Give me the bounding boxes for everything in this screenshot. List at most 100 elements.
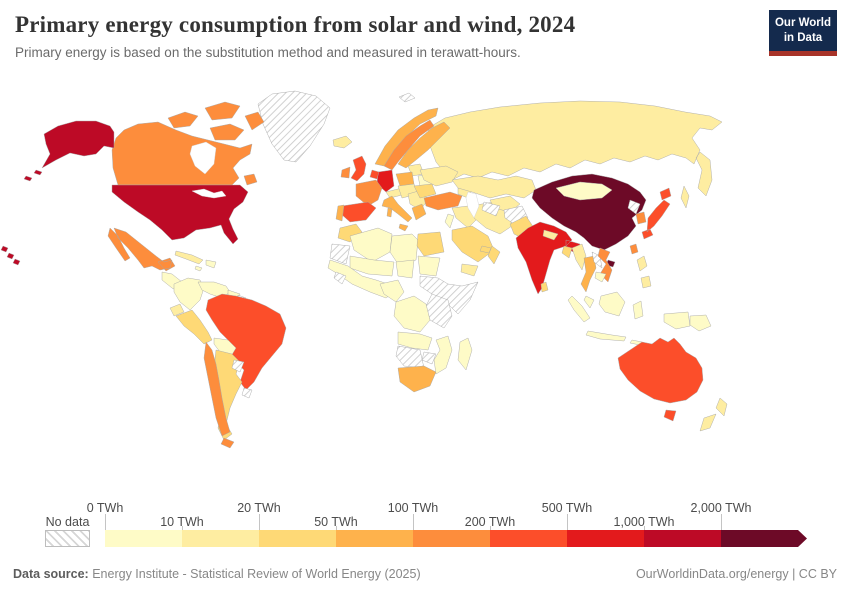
- country-libya[interactable]: [389, 233, 419, 265]
- country-egypt[interactable]: [416, 231, 445, 257]
- legend-tick: [336, 526, 337, 530]
- country-japan[interactable]: [641, 187, 672, 240]
- chart-header: Primary energy consumption from solar an…: [15, 12, 755, 60]
- country-turkey[interactable]: [423, 191, 463, 211]
- legend-tick: [413, 514, 414, 530]
- country-cuba[interactable]: [174, 250, 204, 265]
- country-alaska[interactable]: [23, 120, 115, 182]
- country-philippines[interactable]: [636, 255, 652, 289]
- country-myanmar[interactable]: [571, 243, 587, 271]
- owid-logo[interactable]: Our World in Data: [769, 10, 837, 56]
- data-source-label: Data source:: [13, 567, 89, 581]
- chart-subtitle: Primary energy is based on the substitut…: [15, 45, 521, 60]
- legend-segment[interactable]: [182, 530, 259, 547]
- country-ireland[interactable]: [340, 166, 351, 179]
- legend-tick-label: 100 TWh: [387, 501, 439, 515]
- legend-segment[interactable]: [490, 530, 567, 547]
- country-iceland[interactable]: [332, 135, 353, 149]
- country-finland[interactable]: [397, 121, 451, 169]
- legend-segment[interactable]: [644, 530, 721, 547]
- country-bangladesh[interactable]: [561, 245, 573, 259]
- legend-bar: [105, 530, 807, 547]
- country-indonesia[interactable]: [567, 291, 691, 346]
- country-uk[interactable]: [350, 155, 367, 182]
- country-cambodia[interactable]: [594, 271, 607, 283]
- country-paraguay[interactable]: [231, 359, 245, 373]
- country-new-zealand[interactable]: [699, 397, 728, 432]
- country-yemen[interactable]: [460, 263, 479, 277]
- license-text: CC BY: [798, 567, 837, 581]
- legend-segment[interactable]: [721, 530, 807, 547]
- country-hispaniola[interactable]: [194, 259, 217, 272]
- country-sri-lanka[interactable]: [540, 281, 549, 293]
- country-nepal[interactable]: [542, 229, 559, 241]
- owid-logo-line2: in Data: [783, 31, 823, 44]
- legend-tick: [567, 514, 568, 530]
- no-data-swatch[interactable]: [45, 530, 90, 547]
- country-namibia-botswana[interactable]: [395, 345, 425, 369]
- country-chile[interactable]: [203, 341, 235, 449]
- country-brazil[interactable]: [205, 293, 287, 391]
- map-legend: No data 0 TWh 10 TWh 20 TWh 50 TWh 100 TWh 20…: [45, 501, 845, 550]
- country-mexico[interactable]: [107, 227, 176, 272]
- country-colombia[interactable]: [173, 277, 205, 311]
- legend-tick-label: 1,000 TWh: [613, 515, 675, 529]
- country-france[interactable]: [355, 179, 383, 207]
- country-malaysia[interactable]: [583, 295, 595, 309]
- country-netherlands[interactable]: [369, 169, 380, 180]
- country-ecuador[interactable]: [169, 303, 185, 317]
- country-canada-arctic[interactable]: [167, 101, 265, 141]
- country-greenland[interactable]: [257, 90, 331, 163]
- country-mongolia[interactable]: [555, 181, 613, 201]
- country-portugal[interactable]: [335, 204, 345, 222]
- country-israel-jordan[interactable]: [444, 213, 455, 229]
- country-china[interactable]: [531, 173, 647, 251]
- country-saudi-arabia[interactable]: [451, 225, 495, 263]
- country-png[interactable]: [689, 314, 712, 332]
- country-ethiopia-somalia[interactable]: [419, 275, 479, 315]
- legend-segment[interactable]: [105, 530, 182, 547]
- country-usa[interactable]: [111, 184, 249, 245]
- legend-tick: [182, 526, 183, 530]
- owid-link[interactable]: OurWorldinData.org/energy: [635, 567, 789, 581]
- country-chad-sudan[interactable]: [395, 255, 441, 279]
- caspian-sea: [465, 191, 480, 219]
- country-mozambique[interactable]: [433, 335, 453, 375]
- country-russia[interactable]: [427, 100, 723, 209]
- country-poland[interactable]: [395, 171, 415, 187]
- country-taiwan[interactable]: [629, 243, 639, 255]
- country-svalbard[interactable]: [398, 92, 416, 103]
- country-south-africa[interactable]: [397, 365, 437, 393]
- legend-segment[interactable]: [413, 530, 490, 547]
- country-drc[interactable]: [393, 295, 431, 333]
- legend-segment[interactable]: [259, 530, 336, 547]
- country-italy[interactable]: [381, 195, 413, 232]
- chart-footer: Data source: Energy Institute - Statisti…: [13, 567, 837, 581]
- country-ukraine[interactable]: [419, 165, 459, 187]
- country-angola-zambia[interactable]: [397, 331, 433, 351]
- country-tasmania[interactable]: [663, 409, 677, 422]
- country-south-korea[interactable]: [635, 211, 647, 225]
- country-romania[interactable]: [413, 183, 437, 199]
- legend-segment[interactable]: [336, 530, 413, 547]
- country-guinea[interactable]: [333, 271, 347, 285]
- country-turkmenistan[interactable]: [481, 201, 501, 217]
- legend-segment[interactable]: [567, 530, 644, 547]
- country-kazakhstan[interactable]: [451, 175, 537, 199]
- country-sweden[interactable]: [383, 119, 435, 171]
- country-madagascar[interactable]: [457, 337, 473, 371]
- country-hawaii[interactable]: [0, 245, 21, 266]
- country-zimbabwe[interactable]: [421, 351, 437, 365]
- country-australia[interactable]: [617, 337, 704, 404]
- country-peru[interactable]: [175, 309, 213, 345]
- country-spain[interactable]: [340, 201, 377, 223]
- country-nigeria[interactable]: [379, 279, 405, 303]
- footer-separator: |: [792, 567, 796, 581]
- legend-tick: [490, 526, 491, 530]
- country-uruguay[interactable]: [241, 387, 253, 399]
- country-wsahara-mauritania[interactable]: [329, 243, 351, 265]
- country-uae[interactable]: [479, 245, 492, 254]
- country-greece[interactable]: [411, 203, 427, 221]
- owid-logo-line1: Our World: [774, 17, 831, 29]
